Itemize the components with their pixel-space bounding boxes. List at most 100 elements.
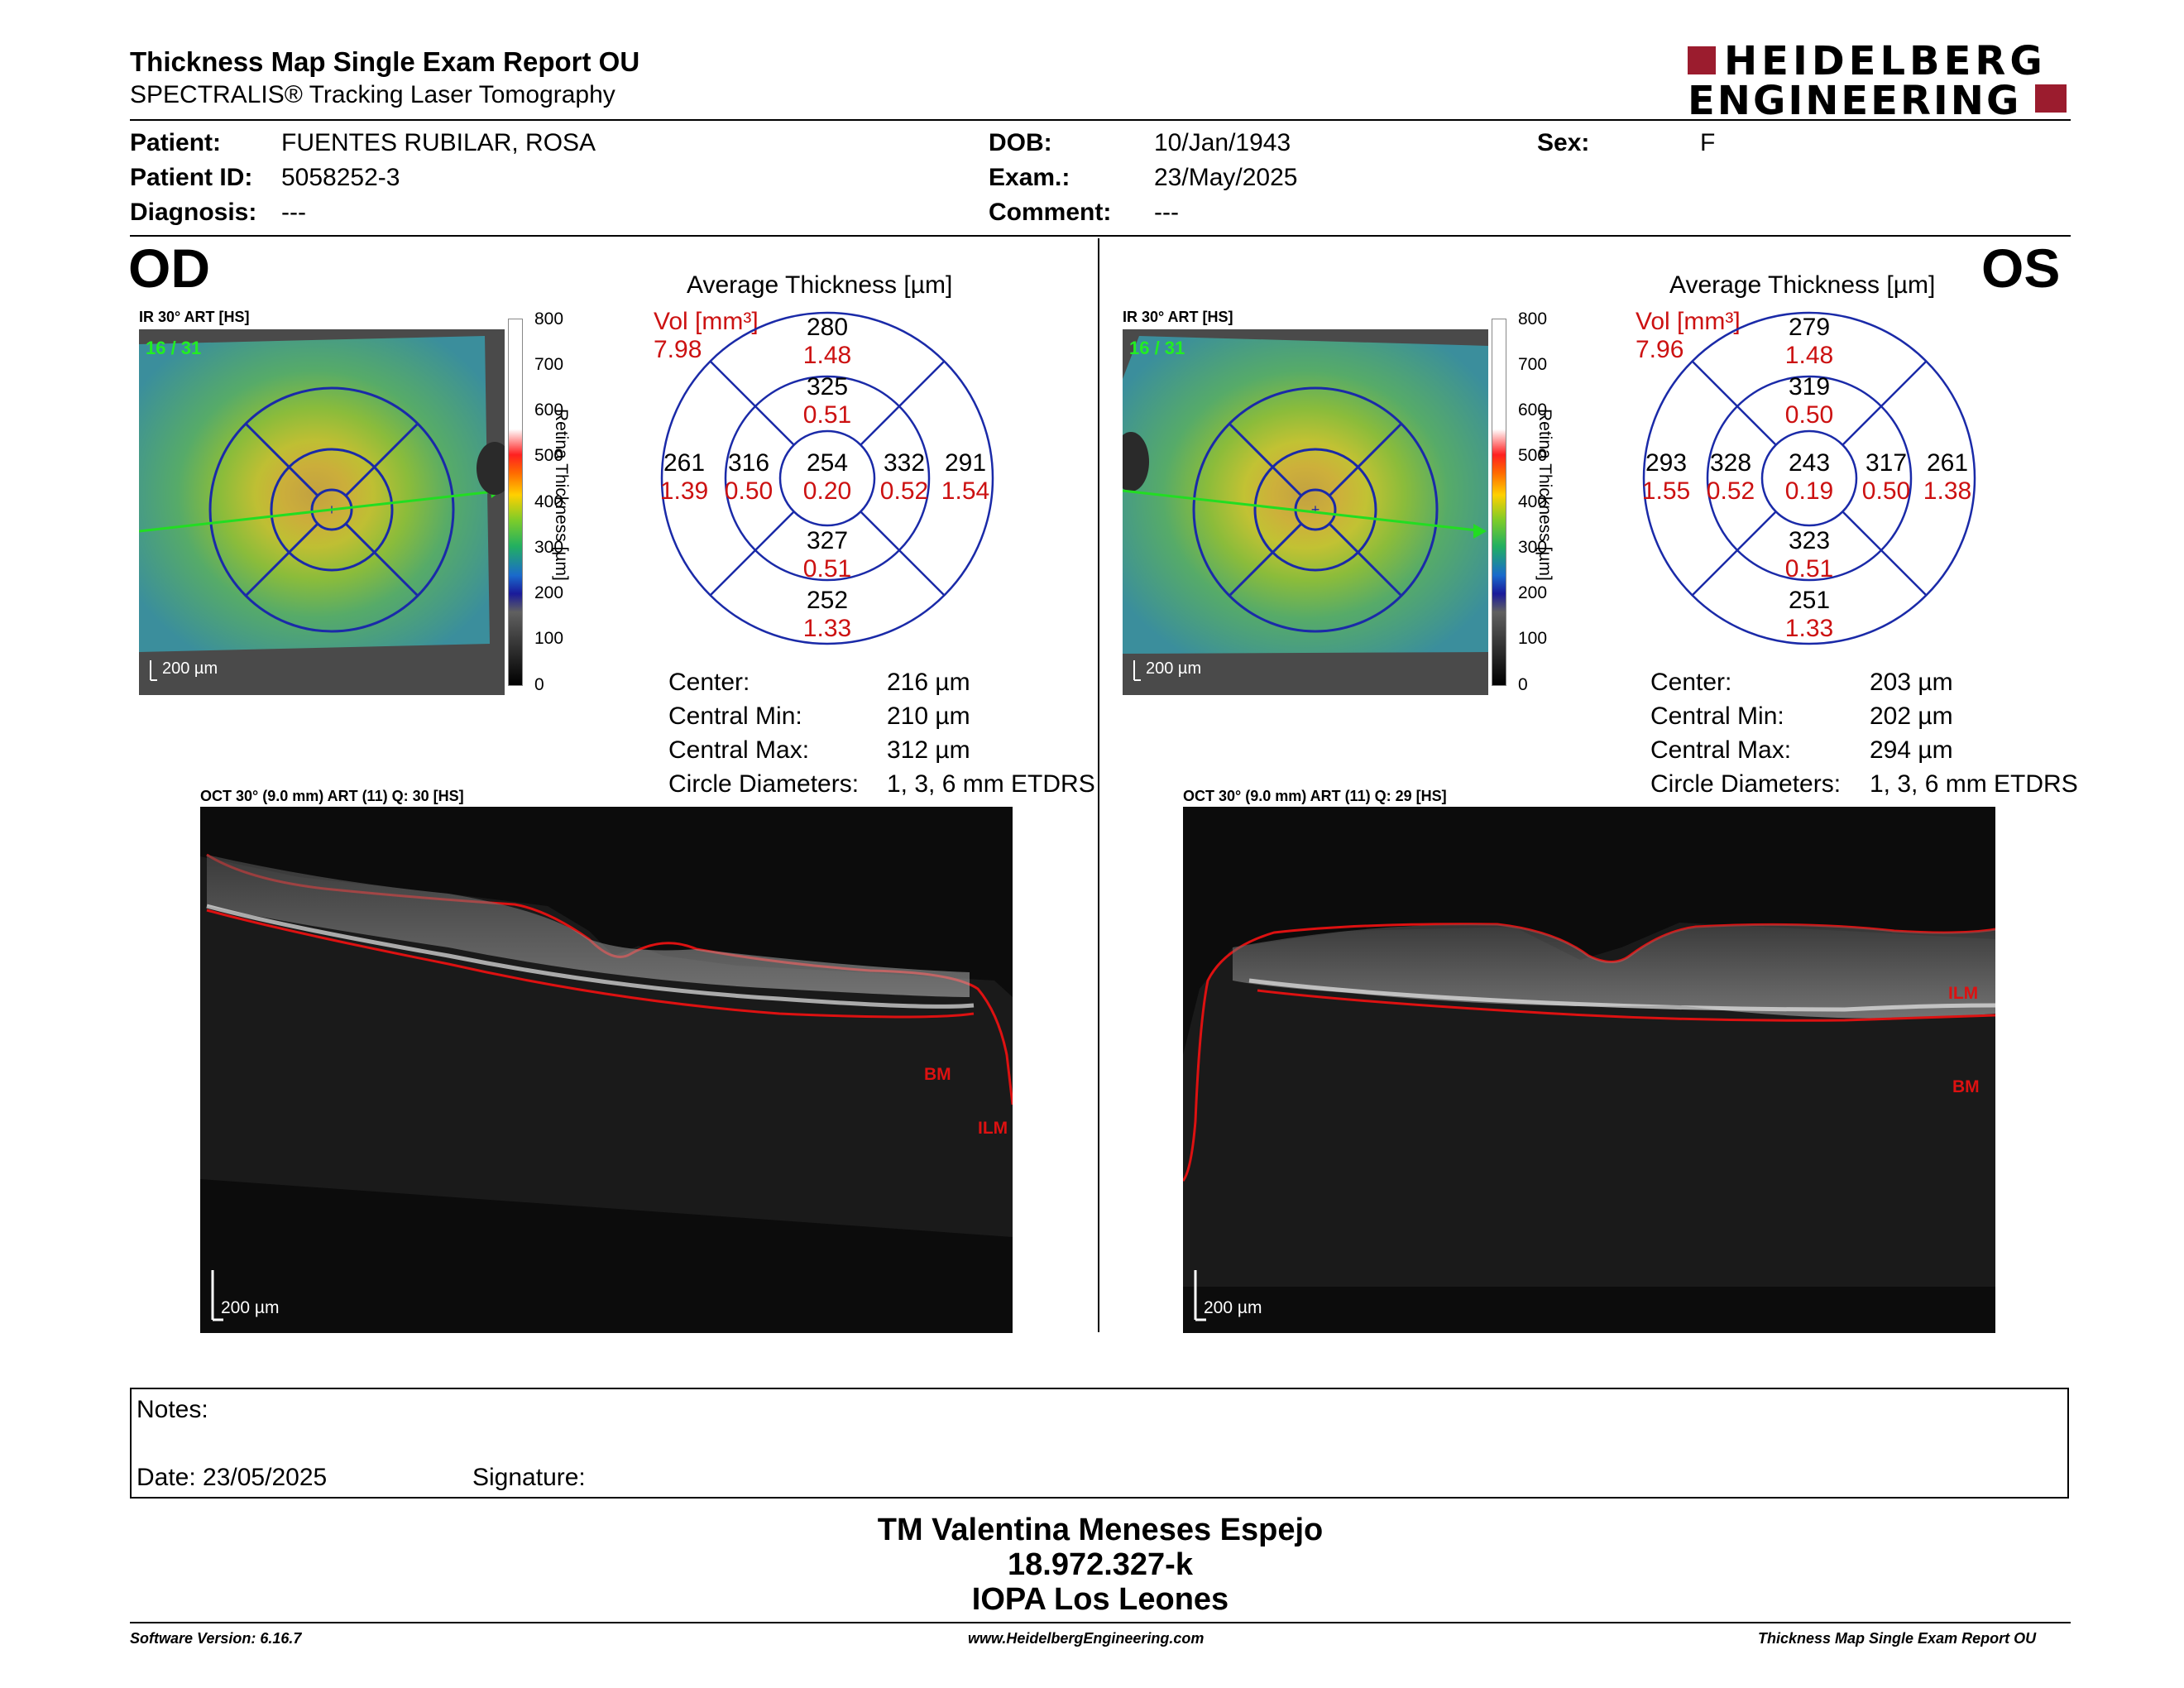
signature-label: Signature: <box>472 1464 586 1491</box>
comment-label: Comment: <box>989 199 1112 226</box>
od-inner-inf-vol: 0.51 <box>802 555 852 583</box>
od-inner-nas-thick: 332 <box>883 449 926 477</box>
od-thickness-map: + 16 / 31 200 µm <box>139 329 505 695</box>
os-center-thick: 243 <box>1788 449 1831 477</box>
os-oct-bscan: ILM BM 200 µm <box>1183 807 1995 1333</box>
os-inner-temp-vol: 0.52 <box>1706 477 1755 505</box>
footer-website[interactable]: www.HeidelbergEngineering.com <box>968 1630 1205 1647</box>
report-subtitle: SPECTRALIS® Tracking Laser Tomography <box>130 81 615 108</box>
od-tick-100: 100 <box>534 629 564 648</box>
diagnosis-label: Diagnosis: <box>130 199 257 226</box>
os-avg-title: Average Thickness [µm] <box>1669 271 1936 299</box>
os-colorbar <box>1492 319 1506 686</box>
os-tick-800: 800 <box>1518 309 1548 328</box>
od-map-scale: 200 µm <box>162 659 218 678</box>
os-outer-nas-thick: 261 <box>1926 449 1969 477</box>
patient-label: Patient: <box>130 129 222 156</box>
svg-text:+: + <box>1311 501 1320 518</box>
od-outer-inf-vol: 1.33 <box>802 615 852 642</box>
diagnosis-value: --- <box>281 199 306 226</box>
patient-id: 5058252-3 <box>281 164 400 191</box>
os-center-value: 203 µm <box>1870 669 1953 696</box>
os-etdrs-grid <box>1642 311 1976 645</box>
comment-value: --- <box>1154 199 1179 226</box>
footer-software-version: Software Version: 6.16.7 <box>130 1630 302 1647</box>
dob-label: DOB: <box>989 129 1052 156</box>
od-inner-inf-thick: 327 <box>806 527 849 554</box>
eye-label-od: OD <box>128 237 210 299</box>
od-outer-temp-thick: 261 <box>663 449 706 477</box>
od-tick-800: 800 <box>534 309 564 328</box>
od-oct-caption: OCT 30° (9.0 mm) ART (11) Q: 30 [HS] <box>200 788 464 804</box>
od-bm-label: BM <box>924 1065 951 1084</box>
od-colorbar-label: Retina Thickness [µm] <box>552 409 571 581</box>
os-inner-temp-thick: 328 <box>1709 449 1752 477</box>
patient-id-label: Patient ID: <box>130 164 253 191</box>
os-inner-sup-vol: 0.50 <box>1784 401 1834 429</box>
os-outer-nas-vol: 1.38 <box>1923 477 1972 505</box>
os-ilm-label: ILM <box>1948 984 1978 1003</box>
od-center-thick: 254 <box>806 449 849 477</box>
od-diam-label: Circle Diameters: <box>668 770 860 798</box>
os-inner-nas-thick: 317 <box>1865 449 1908 477</box>
os-vol-label: Vol [mm³] <box>1636 308 1741 335</box>
signer-institution: IOPA Los Leones <box>971 1582 1229 1617</box>
od-outer-inf-thick: 252 <box>806 587 849 614</box>
od-tick-200: 200 <box>534 583 564 602</box>
od-inner-nas-vol: 0.52 <box>879 477 929 505</box>
os-tick-200: 200 <box>1518 583 1548 602</box>
os-tick-100: 100 <box>1518 629 1548 648</box>
od-vol-total: 7.98 <box>654 336 702 363</box>
os-outer-temp-vol: 1.55 <box>1641 477 1691 505</box>
sex-value: F <box>1700 129 1716 156</box>
os-inner-inf-vol: 0.51 <box>1784 555 1834 583</box>
os-oct-scale: 200 µm <box>1204 1298 1262 1317</box>
os-frame-count: 16 / 31 <box>1129 338 1185 358</box>
od-oct-bscan: BM ILM 200 µm <box>200 807 1013 1333</box>
os-bm-label: BM <box>1952 1077 1980 1096</box>
notes-date: Date: 23/05/2025 <box>136 1464 328 1491</box>
od-tick-600: 600 <box>534 400 564 420</box>
os-map-caption: IR 30° ART [HS] <box>1123 309 1233 325</box>
od-max-label: Central Max: <box>668 736 810 764</box>
os-diam-value: 1, 3, 6 mm ETDRS <box>1870 770 2078 798</box>
od-colorbar <box>508 319 523 686</box>
notes-box: Notes: Date: 23/05/2025 Signature: <box>130 1388 2069 1499</box>
os-center-vol: 0.19 <box>1784 477 1834 505</box>
heidelberg-logo: HEIDELBERG ENGINEERING <box>1688 38 2068 124</box>
os-tick-600: 600 <box>1518 400 1548 420</box>
os-map-scale: 200 µm <box>1146 659 1201 678</box>
os-tick-400: 400 <box>1518 492 1548 511</box>
od-tick-300: 300 <box>534 538 564 557</box>
report-title: Thickness Map Single Exam Report OU <box>130 46 640 77</box>
od-ilm-label: ILM <box>978 1119 1008 1138</box>
logo-line2: ENGINEERING <box>1688 78 2022 124</box>
od-tick-0: 0 <box>534 675 544 694</box>
od-outer-temp-vol: 1.39 <box>659 477 709 505</box>
os-vol-total: 7.96 <box>1636 336 1684 363</box>
os-max-value: 294 µm <box>1870 736 1953 764</box>
os-max-label: Central Max: <box>1650 736 1792 764</box>
os-colorbar-label: Retina Thickness [µm] <box>1535 409 1554 581</box>
od-center-label: Center: <box>668 669 750 696</box>
od-max-value: 312 µm <box>887 736 970 764</box>
dob-value: 10/Jan/1943 <box>1154 129 1291 156</box>
od-center-value: 216 µm <box>887 669 970 696</box>
od-center-vol: 0.20 <box>802 477 852 505</box>
od-outer-nas-thick: 291 <box>944 449 987 477</box>
os-tick-700: 700 <box>1518 355 1548 374</box>
os-center-label: Center: <box>1650 669 1732 696</box>
od-inner-sup-vol: 0.51 <box>802 401 852 429</box>
os-inner-sup-thick: 319 <box>1788 373 1831 400</box>
os-outer-inf-vol: 1.33 <box>1784 615 1834 642</box>
os-thickness-map: + 16 / 31 200 µm <box>1123 329 1488 695</box>
od-inner-temp-thick: 316 <box>727 449 770 477</box>
exam-value: 23/May/2025 <box>1154 164 1298 191</box>
os-outer-inf-thick: 251 <box>1788 587 1831 614</box>
od-avg-title: Average Thickness [µm] <box>687 271 953 299</box>
od-inner-sup-thick: 325 <box>806 373 849 400</box>
od-map-caption: IR 30° ART [HS] <box>139 309 250 325</box>
od-outer-sup-thick: 280 <box>806 314 849 341</box>
od-outer-sup-vol: 1.48 <box>802 342 852 369</box>
os-inner-inf-thick: 323 <box>1788 527 1831 554</box>
